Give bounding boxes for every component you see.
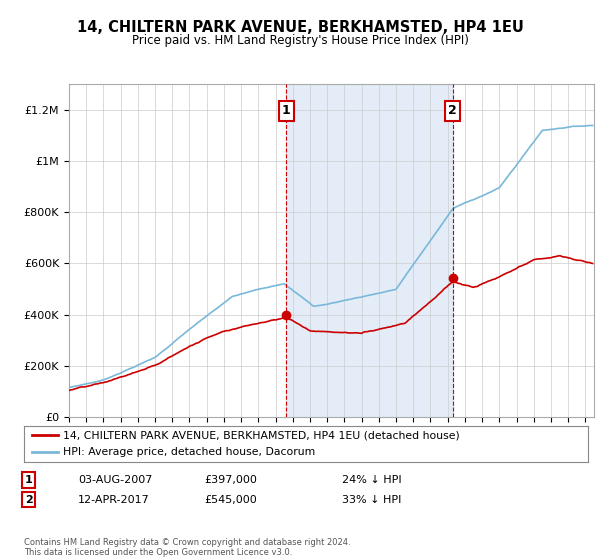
Text: 1: 1: [25, 475, 32, 485]
Text: 1: 1: [282, 104, 290, 118]
Text: 2: 2: [448, 104, 457, 118]
Text: Price paid vs. HM Land Registry's House Price Index (HPI): Price paid vs. HM Land Registry's House …: [131, 34, 469, 46]
Text: 33% ↓ HPI: 33% ↓ HPI: [342, 494, 401, 505]
Text: £545,000: £545,000: [204, 494, 257, 505]
Text: 03-AUG-2007: 03-AUG-2007: [78, 475, 152, 485]
Bar: [286, 84, 453, 417]
Text: HPI: Average price, detached house, Dacorum: HPI: Average price, detached house, Daco…: [64, 447, 316, 457]
Text: 24% ↓ HPI: 24% ↓ HPI: [342, 475, 401, 485]
Text: 2: 2: [25, 494, 32, 505]
Text: £397,000: £397,000: [204, 475, 257, 485]
Text: 12-APR-2017: 12-APR-2017: [78, 494, 150, 505]
Text: 14, CHILTERN PARK AVENUE, BERKHAMSTED, HP4 1EU: 14, CHILTERN PARK AVENUE, BERKHAMSTED, H…: [77, 20, 523, 35]
Text: 14, CHILTERN PARK AVENUE, BERKHAMSTED, HP4 1EU (detached house): 14, CHILTERN PARK AVENUE, BERKHAMSTED, H…: [64, 431, 460, 440]
Text: Contains HM Land Registry data © Crown copyright and database right 2024.
This d: Contains HM Land Registry data © Crown c…: [24, 538, 350, 557]
